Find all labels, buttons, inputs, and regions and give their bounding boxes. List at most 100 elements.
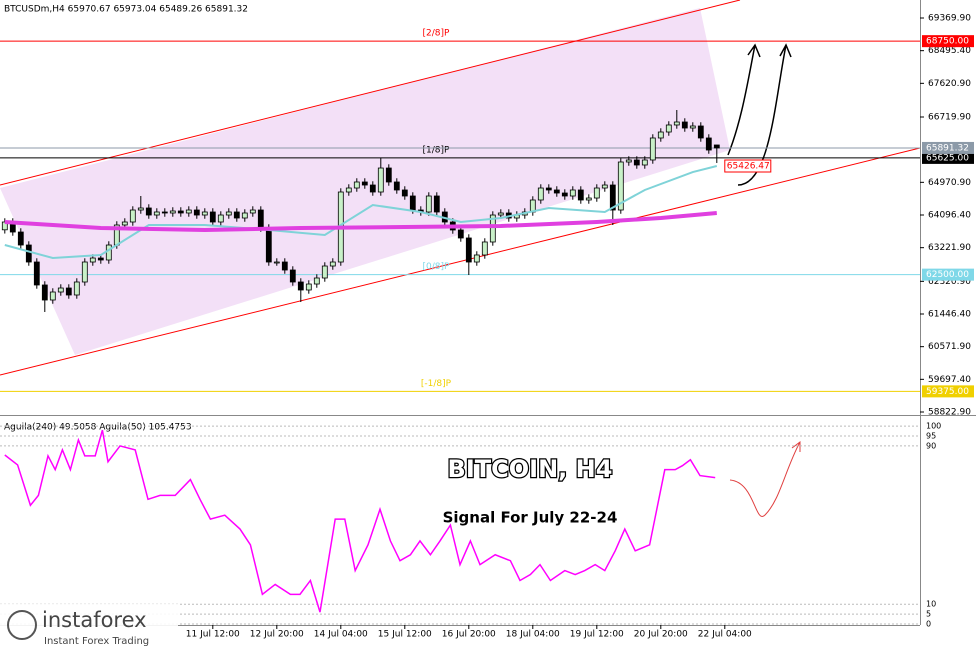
candle-body (345, 187, 352, 193)
candle-body (321, 265, 328, 279)
candle-body (297, 281, 304, 291)
forecast-curve (729, 441, 801, 518)
y-tick-label: 59697.40 (928, 375, 971, 385)
candle-body (401, 189, 408, 197)
candle-body (89, 257, 96, 263)
x-tick-label: 19 Jul 12:00 (570, 630, 624, 640)
logo-box (0, 604, 178, 650)
value-tag (724, 159, 772, 173)
y-tick-label: 67620.90 (928, 79, 971, 89)
y-tick-label: 0 (926, 620, 931, 629)
level-name: [0/8]P (423, 262, 451, 272)
price-tag-label: 59375.00 (926, 387, 969, 397)
candle-body (673, 121, 680, 126)
y-tick-label: 62320.90 (928, 277, 971, 287)
x-tick-label: 12 Jul 20:00 (250, 630, 304, 640)
y-tick-label: 60571.90 (928, 342, 971, 352)
price-tag (922, 385, 974, 398)
price-tag-label: 65625.00 (926, 153, 969, 163)
candle-body (625, 159, 632, 163)
y-tick-label: 69369.90 (928, 14, 971, 24)
candle-body (65, 287, 72, 296)
y-tick-label: 63221.90 (928, 243, 971, 253)
price-tag (922, 141, 974, 154)
candle-body (657, 131, 664, 139)
candle-body (233, 211, 240, 219)
candle-body (553, 189, 560, 194)
y-tick-label: 10 (926, 600, 936, 609)
candle-body (497, 212, 504, 216)
candle-body (409, 195, 416, 211)
candle-body (561, 192, 568, 197)
candle-body (225, 211, 232, 216)
candle-body (689, 125, 696, 129)
candle-body (161, 211, 168, 214)
candle-body (697, 125, 704, 139)
value-label: 65426.47 (727, 162, 770, 172)
x-tick-label: 18 Jul 04:00 (506, 630, 560, 640)
candle-body (209, 211, 216, 223)
candle-body (545, 187, 552, 191)
candle-body (25, 244, 32, 263)
candle-body (169, 210, 176, 214)
candle-body (369, 184, 376, 193)
candle-body (457, 229, 464, 239)
candle-body (153, 211, 160, 216)
candle-body (273, 261, 280, 264)
arrow-up (727, 43, 761, 156)
y-tick-label: 64970.90 (928, 178, 971, 188)
indicator-line (4, 429, 716, 613)
level-name: [-1/8]P (421, 379, 452, 389)
candle-body (193, 209, 200, 216)
candle-body (241, 212, 248, 219)
candle-body (713, 144, 720, 149)
x-tick-label: 22 Jul 04:00 (698, 630, 752, 640)
x-tick-label: 16 Jul 20:00 (442, 630, 496, 640)
price-tag-label: 62500.00 (926, 270, 969, 280)
candle-body (49, 291, 56, 301)
candle-body (601, 184, 608, 189)
candle-body (137, 207, 144, 211)
price-tag (922, 35, 974, 48)
candle-body (609, 184, 616, 211)
candle-body (185, 209, 192, 214)
candle-body (105, 244, 112, 261)
y-tick-label: 61446.40 (928, 309, 971, 319)
level-name: [2/8]P (423, 29, 451, 39)
candle-body (433, 195, 440, 213)
candle-body (81, 261, 88, 283)
candle-body (377, 167, 384, 193)
candle-body (585, 197, 592, 201)
x-tick-label: 14 Jul 04:00 (314, 630, 368, 640)
candle-body (41, 284, 48, 301)
candle-body (305, 283, 312, 291)
logo-brand: instaforex (42, 608, 147, 632)
candle-body (681, 121, 688, 129)
price-tag-label: 65891.32 (926, 143, 969, 153)
moving-average (4, 165, 718, 260)
y-tick-label: 90 (926, 441, 936, 450)
candle-body (641, 159, 648, 166)
logo-icon (7, 610, 37, 640)
candle-body (33, 261, 40, 286)
price-tag (922, 151, 974, 164)
candle-body (129, 209, 136, 223)
candle-body (313, 277, 320, 285)
y-tick-label: 100 (926, 422, 941, 431)
candle-body (665, 124, 672, 133)
candle-body (473, 254, 480, 263)
chart-header: BTCUSDm,H4 65970.67 65973.04 65489.26 65… (4, 5, 248, 15)
x-tick-label: 15 Jul 12:00 (378, 630, 432, 640)
candle-body (577, 189, 584, 201)
candle-body (705, 137, 712, 151)
candle-body (385, 167, 392, 183)
price-tag-label: 68750.00 (926, 37, 969, 47)
candle-body (489, 214, 496, 243)
arrow-up (737, 43, 792, 186)
candle-body (145, 207, 152, 216)
channel-upper (0, 0, 741, 186)
logo-tagline: Instant Forex Trading (44, 636, 149, 647)
candle-body (177, 210, 184, 214)
y-tick-label: 64096.40 (928, 211, 971, 221)
